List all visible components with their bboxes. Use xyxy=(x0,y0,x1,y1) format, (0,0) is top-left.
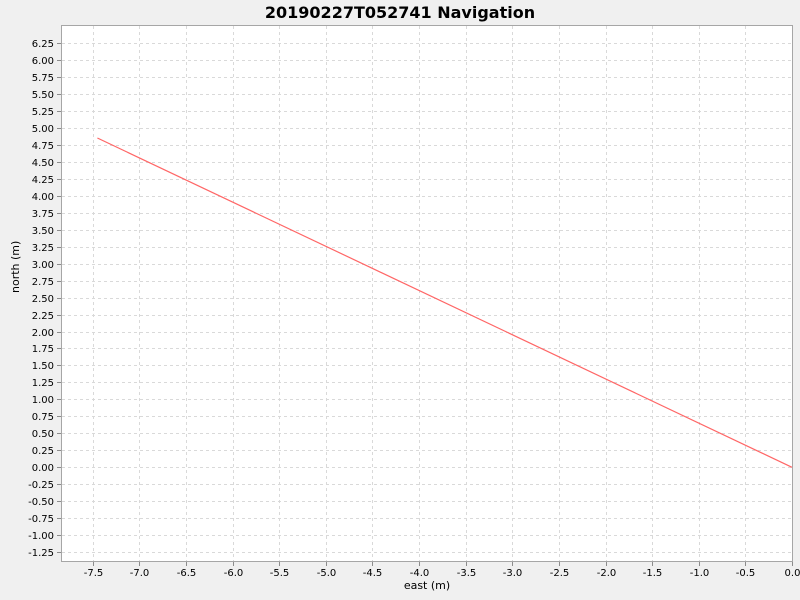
y-tick-label: 2.00 xyxy=(32,328,54,339)
chart-title: 20190227T052741 Navigation xyxy=(264,3,536,22)
y-tick-label: 5.50 xyxy=(32,90,54,101)
x-tick-label: -7.5 xyxy=(84,568,104,579)
x-tick-label: -6.5 xyxy=(177,568,197,579)
y-tick-label: -0.75 xyxy=(28,514,54,525)
x-tick-label: 0.0 xyxy=(785,568,800,579)
y-tick-label: -0.50 xyxy=(28,497,54,508)
y-tick-label: 3.00 xyxy=(32,260,54,271)
x-tick-label: -3.5 xyxy=(457,568,477,579)
y-tick-label: 1.00 xyxy=(32,395,54,406)
y-tick-label: 0.75 xyxy=(32,412,54,423)
x-axis-label: east (m) xyxy=(403,579,451,592)
x-tick-label: -4.5 xyxy=(363,568,383,579)
x-tick-label: -5.5 xyxy=(270,568,290,579)
plot-area xyxy=(62,26,792,561)
y-tick-label: 6.25 xyxy=(32,39,54,50)
y-tick-label: 2.75 xyxy=(32,277,54,288)
y-tick-label: 0.50 xyxy=(32,429,54,440)
y-tick-label: 4.25 xyxy=(32,175,54,186)
y-tick-label: -1.25 xyxy=(28,548,54,559)
x-tick-label: -7.0 xyxy=(130,568,150,579)
y-tick-label: 5.00 xyxy=(32,124,54,135)
x-tick-label: -2.0 xyxy=(597,568,617,579)
y-tick-label: 2.50 xyxy=(32,294,54,305)
x-tick-label: -6.0 xyxy=(224,568,244,579)
y-tick-label: 6.00 xyxy=(32,56,54,67)
y-tick-label: 1.75 xyxy=(32,344,54,355)
y-tick-label: 3.50 xyxy=(32,226,54,237)
y-tick-label: 5.25 xyxy=(32,107,54,118)
y-tick-label: 3.25 xyxy=(32,243,54,254)
y-tick-label: 1.25 xyxy=(32,378,54,389)
x-tick-label: -4.0 xyxy=(410,568,430,579)
y-tick-label: 5.75 xyxy=(32,73,54,84)
x-tick-label: -1.0 xyxy=(690,568,710,579)
x-tick-label: -1.5 xyxy=(643,568,663,579)
y-tick-label: -0.25 xyxy=(28,480,54,491)
y-tick-label: 0.00 xyxy=(32,463,54,474)
y-tick-label: 3.75 xyxy=(32,209,54,220)
y-tick-label: 4.75 xyxy=(32,141,54,152)
y-tick-label: 0.25 xyxy=(32,446,54,457)
y-tick-label: 1.50 xyxy=(32,361,54,372)
x-tick-label: -0.5 xyxy=(736,568,756,579)
y-tick-label: 4.50 xyxy=(32,158,54,169)
plot-border xyxy=(61,25,793,562)
y-tick-label: 4.00 xyxy=(32,192,54,203)
track-line xyxy=(97,137,793,468)
x-tick-label: -2.5 xyxy=(550,568,570,579)
y-tick-label: 2.25 xyxy=(32,311,54,322)
x-tick-label: -5.0 xyxy=(317,568,337,579)
y-tick-label: -1.00 xyxy=(28,531,54,542)
x-tick-label: -3.0 xyxy=(503,568,523,579)
